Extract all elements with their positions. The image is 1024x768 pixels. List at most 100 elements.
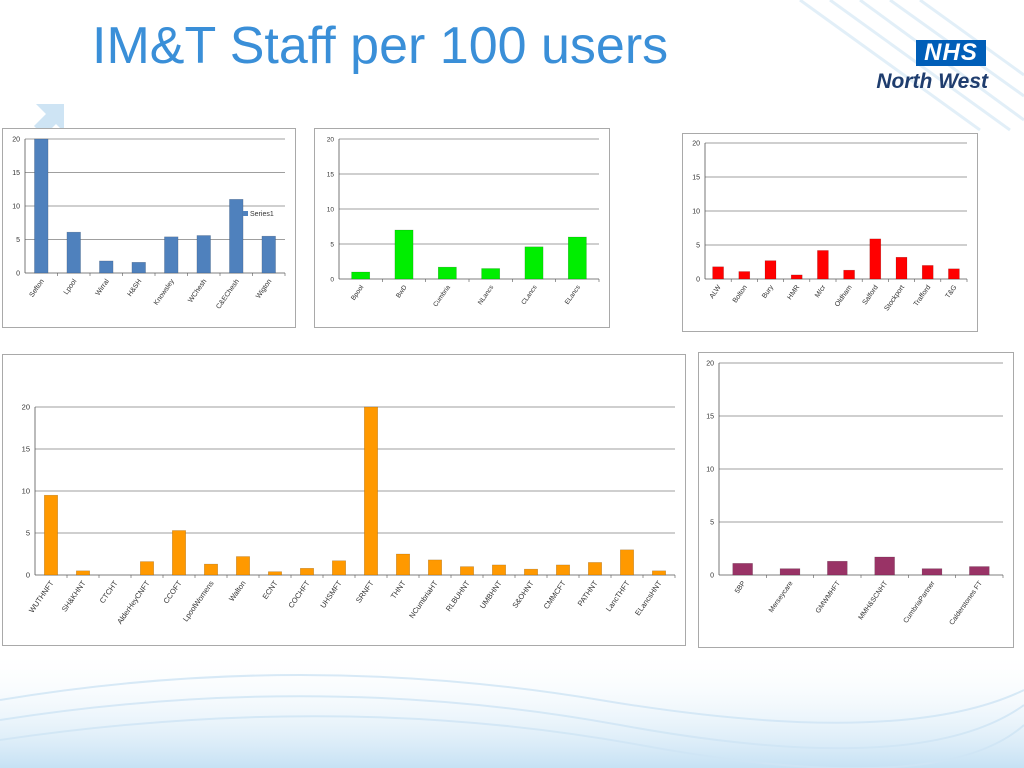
x-tick-label: NCumbriaHT	[407, 579, 440, 620]
x-tick-label: HMR	[786, 284, 801, 301]
y-tick-label: 10	[692, 209, 700, 216]
bar	[460, 566, 474, 576]
x-tick-label: THNT	[389, 579, 408, 601]
bar	[164, 236, 179, 274]
x-tick-label: Bolton	[732, 284, 749, 304]
bar	[524, 246, 544, 280]
bar	[140, 561, 154, 576]
y-tick-label: 0	[330, 277, 334, 284]
y-tick-label: 10	[706, 467, 714, 474]
x-tick-label: WUTHNFT	[27, 579, 56, 615]
bar	[300, 568, 314, 576]
x-tick-label: C&EChesh	[215, 278, 241, 310]
nhs-region-label: North West	[876, 70, 988, 93]
bar	[843, 269, 855, 280]
y-tick-label: 5	[696, 243, 700, 250]
x-tick-label: Trafford	[913, 284, 933, 308]
x-tick-label: M/cr	[814, 284, 828, 300]
bar	[620, 549, 634, 576]
x-tick-label: LancTHFT	[604, 579, 632, 614]
x-tick-label: Cumbria	[432, 284, 452, 308]
x-tick-label: Sefton	[29, 278, 46, 299]
x-tick-label: Salford	[861, 284, 880, 306]
bar	[524, 568, 538, 576]
x-tick-label: CCOFT	[161, 579, 183, 606]
bar	[588, 562, 602, 576]
bar	[268, 571, 282, 576]
x-tick-label: AlderHeyCNFT	[115, 579, 152, 626]
bar	[196, 235, 211, 274]
bar	[34, 138, 49, 274]
x-tick-label: Bpool	[350, 284, 366, 302]
bar	[779, 568, 801, 576]
bar	[817, 250, 829, 280]
chart-svg: 0 5 10 15 20 Bpool BwD Cumbria NLancs CLancs ELanc…	[327, 137, 600, 308]
nhs-logo: NHS North West	[858, 40, 988, 96]
bar	[76, 570, 90, 576]
bar	[396, 553, 410, 576]
x-tick-label: Knowsley	[153, 278, 176, 307]
y-tick-label: 20	[706, 361, 714, 368]
chart-panel-3: 0 5 10 15 20 ALW Bolton Bury HMR M/cr Oldham Salfor…	[682, 133, 978, 332]
bar	[99, 260, 114, 274]
y-tick-label: 15	[22, 445, 30, 454]
chart-svg: 0 5 10 15 20 5BP Merseycare GMWMHFT MMH&SCNHT Cum…	[706, 361, 1004, 627]
y-tick-label: 15	[692, 175, 700, 182]
y-tick-label: 5	[710, 520, 714, 527]
x-tick-label: 5BP	[734, 580, 748, 595]
y-tick-label: 20	[327, 137, 335, 144]
bar	[481, 268, 501, 280]
bar	[732, 563, 753, 576]
bar	[44, 494, 58, 576]
x-tick-label: Walton	[227, 579, 248, 603]
legend-swatch	[243, 211, 248, 216]
x-tick-label: Wigton	[255, 278, 273, 300]
bar	[229, 199, 244, 274]
x-tick-label: ECNT	[261, 579, 280, 601]
bar	[764, 260, 777, 280]
x-tick-label: BwD	[395, 284, 409, 300]
x-tick-label: Wirral	[95, 278, 111, 297]
chart-panel-2: 0 5 10 15 20 Bpool BwD Cumbria NLancs CLancs ELanc…	[314, 128, 610, 328]
bar	[556, 564, 570, 576]
x-tick-label: Merseycare	[768, 580, 795, 614]
x-tick-label: CumbriaPartner	[903, 580, 937, 625]
nhs-brand-badge: NHS	[916, 40, 986, 66]
x-tick-label: H&SH	[126, 278, 143, 298]
bar	[261, 235, 276, 274]
bar	[869, 238, 882, 280]
bar	[921, 265, 934, 280]
x-tick-label: UHSMFT	[318, 579, 344, 610]
chart-svg: 0 5 10 15 20 ALW Bolton Bury HMR M/cr Oldham Salfor…	[692, 141, 968, 312]
chart-panel-1: 0 5 10 15 20 Sefton Lpool Wirral H&SH Knowsley WCh…	[2, 128, 296, 328]
x-tick-label: GMWMHFT	[815, 580, 843, 615]
x-tick-label: Stockport	[883, 284, 906, 312]
y-tick-label: 5	[26, 529, 30, 538]
y-tick-label: 5	[16, 237, 20, 244]
bar	[790, 274, 803, 280]
bar	[827, 560, 848, 576]
x-tick-label: UMBHNT	[478, 579, 504, 611]
bar	[712, 266, 724, 280]
x-tick-label: ALW	[709, 284, 723, 300]
legend-label: Series1	[250, 211, 274, 218]
x-tick-label: MMH&SCNHT	[857, 580, 889, 622]
x-tick-label: ELancsHNT	[633, 579, 664, 618]
bar	[969, 566, 990, 576]
x-tick-label: LpoolWomens	[181, 579, 216, 624]
bar	[948, 268, 960, 280]
y-tick-label: 0	[26, 571, 30, 580]
page-title: IM&T Staff per 100 users	[92, 17, 669, 75]
y-tick-label: 0	[710, 573, 714, 580]
x-tick-label: CLancs	[520, 284, 539, 307]
bar	[204, 563, 218, 576]
bar	[364, 406, 378, 576]
chart-svg: 0 5 10 15 20 Sefton Lpool Wirral H&SH Knowsley WCh…	[12, 137, 286, 311]
bar	[738, 271, 751, 280]
y-tick-label: 15	[327, 172, 335, 179]
x-tick-label: PATHNT	[576, 579, 600, 608]
chart-panel-4: 0 5 10 15 20 WUTHNFT SH&KHNT CTCHT AlderHeyCNFT C…	[2, 354, 686, 646]
chart-panel-5: 0 5 10 15 20 5BP Merseycare GMWMHFT MMH&SCNHT Cum…	[698, 352, 1014, 648]
x-tick-label: SRNFT	[354, 579, 376, 605]
